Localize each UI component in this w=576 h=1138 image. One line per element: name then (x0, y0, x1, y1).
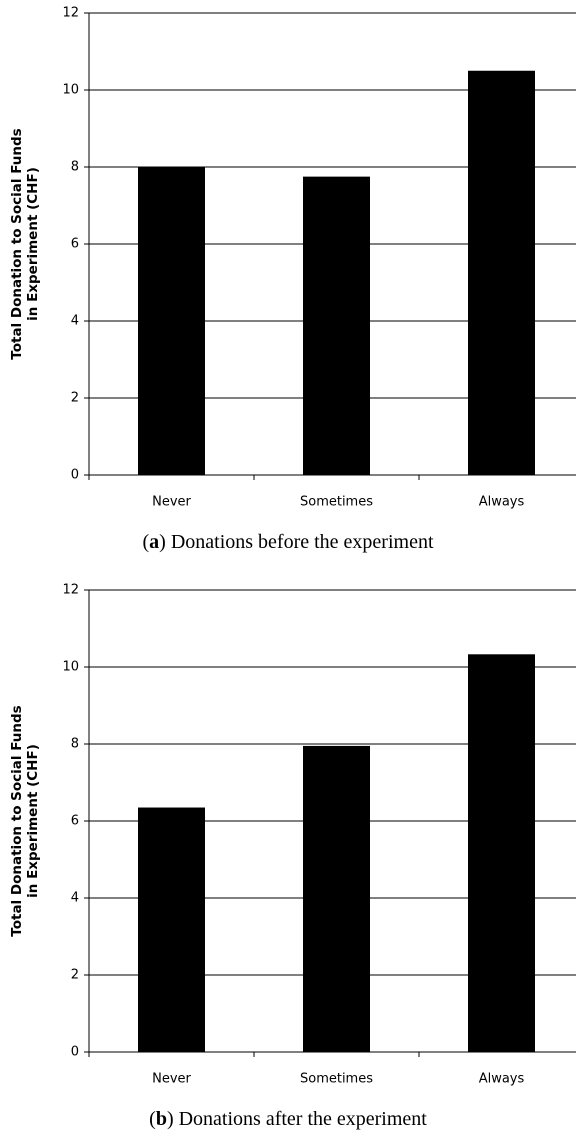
y-tick-label: 6 (71, 237, 79, 252)
y-tick-label: 8 (71, 160, 79, 175)
caption: (a) Donations before the experiment (142, 531, 433, 553)
caption-part: ( (142, 531, 149, 553)
y-tick-label: 12 (62, 583, 79, 598)
x-tick-label: Never (152, 495, 191, 510)
y-tick-label: 10 (62, 83, 79, 98)
chart: 0 2 4 6 8 10 12 Never Sometimes Always Total Donat… (9, 583, 576, 1130)
caption-part: ( (149, 1108, 156, 1130)
bar (468, 70, 535, 475)
y-axis-label: Total Donation to Social Funds (9, 705, 25, 936)
y-tick-label: 2 (71, 391, 79, 406)
x-tick-label: Sometimes (300, 1072, 373, 1087)
caption-part: ) Donations after the experiment (167, 1108, 427, 1130)
bar (303, 745, 370, 1052)
caption-part: a (149, 531, 159, 553)
y-tick-label: 8 (71, 737, 79, 752)
x-tick-label: Always (479, 495, 525, 510)
y-tick-label: 4 (71, 314, 79, 329)
caption-part: ) Donations before the experiment (159, 531, 434, 553)
caption-part: b (156, 1108, 167, 1130)
y-tick-label: 2 (71, 968, 79, 983)
y-axis-label: Total Donation to Social Funds (9, 128, 25, 359)
bar (138, 807, 205, 1052)
y-axis-label: in Experiment (CHF) (25, 744, 41, 898)
y-tick-label: 0 (71, 1045, 79, 1060)
chart: 0 2 4 6 8 10 12 Never Sometimes Always Total Donat… (9, 6, 576, 553)
caption: (b) Donations after the experiment (149, 1108, 427, 1130)
y-tick-label: 10 (62, 660, 79, 675)
x-tick-label: Always (479, 1072, 525, 1087)
y-tick-label: 0 (71, 468, 79, 483)
bar (303, 176, 370, 475)
bar (138, 167, 205, 475)
x-tick-label: Sometimes (300, 495, 373, 510)
y-tick-label: 6 (71, 814, 79, 829)
y-tick-label: 12 (62, 6, 79, 21)
bar (468, 654, 535, 1052)
x-tick-label: Never (152, 1072, 191, 1087)
y-axis-label: in Experiment (CHF) (25, 167, 41, 321)
y-tick-label: 4 (71, 891, 79, 906)
